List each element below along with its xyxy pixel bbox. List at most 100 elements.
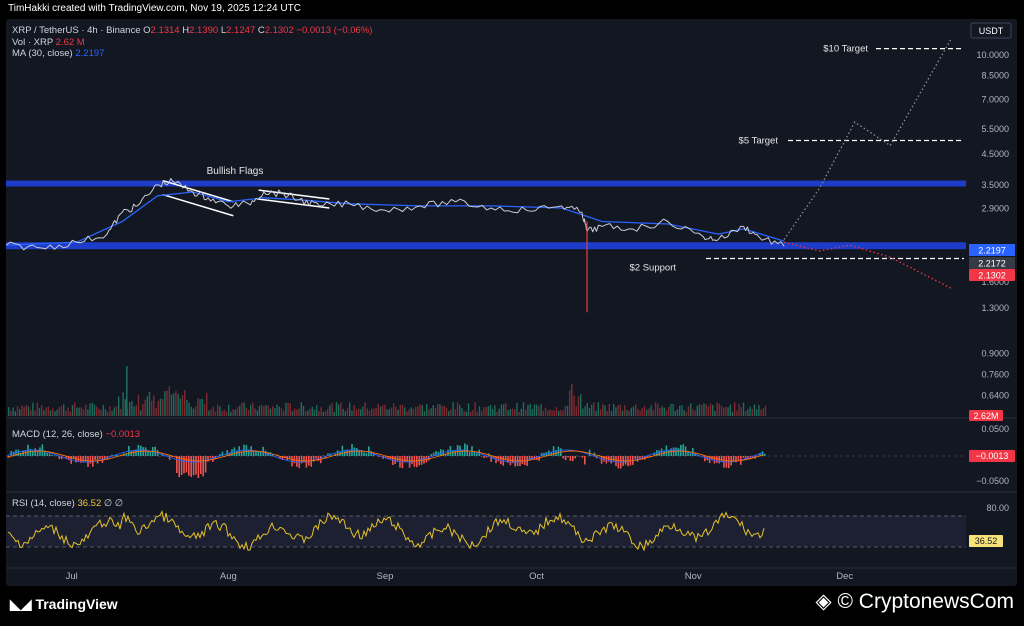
macd-histogram-bar [68, 456, 70, 461]
volume-bar [527, 404, 529, 416]
volume-bar [71, 405, 74, 416]
low-label: L [220, 25, 227, 36]
volume-bar [613, 403, 615, 416]
volume-bar [661, 406, 663, 416]
volume-bar [551, 410, 553, 416]
macd-histogram-bar [284, 456, 286, 458]
price-chart[interactable]: 10.0000 8.5000 7.0000 5.5000 4.5000 3.5000 2.9… [6, 19, 1017, 586]
volume-bar [69, 411, 71, 416]
volume-bar [760, 409, 762, 416]
volume-bar [562, 410, 564, 416]
macd-histogram-bar [228, 452, 231, 456]
macd-histogram-bar [540, 452, 543, 456]
cryptonews-wordmark: CryptonewsCom [858, 590, 1014, 613]
macd-histogram-bar [41, 444, 44, 456]
volume-bar [377, 403, 379, 416]
macd-histogram-bar [716, 456, 718, 464]
volume-bar [615, 407, 617, 416]
price-tick-label: 0.9000 [981, 348, 1009, 358]
symbol-name[interactable]: XRP / TetherUS · 4h · Binance [12, 25, 141, 36]
volume-bar [342, 408, 344, 416]
macd-histogram-bar [204, 456, 207, 473]
volume-bar [164, 391, 166, 416]
volume-bar [764, 405, 767, 416]
volume-bar [146, 396, 148, 416]
volume-bar [518, 411, 520, 416]
volume-bar [133, 406, 135, 416]
volume-bar [283, 410, 285, 416]
volume-bar [549, 409, 551, 416]
volume-bar [630, 407, 632, 416]
volume-bar [65, 410, 67, 416]
volume-bar [430, 408, 432, 416]
volume-bar [639, 410, 641, 416]
volume-bar [494, 405, 496, 416]
volume-bar [758, 405, 760, 416]
volume-legend[interactable]: Vol · XRP 2.62 M [12, 37, 85, 48]
macd-histogram-bar [612, 456, 615, 462]
ma-legend[interactable]: MA (30, close) 2.2197 [12, 48, 104, 59]
macd-axis-badge-text: −0.0013 [976, 451, 1009, 461]
macd-histogram-bar [104, 456, 106, 459]
volume-bar [195, 406, 197, 416]
macd-histogram-bar [454, 450, 456, 456]
volume-bar [459, 404, 461, 416]
macd-histogram-bar [269, 452, 272, 456]
currency-button-label[interactable]: USDT [979, 26, 1004, 36]
macd-histogram-bar [428, 456, 430, 461]
volume-bar [129, 402, 131, 416]
volume-bar [340, 402, 342, 416]
volume-bar [300, 402, 302, 416]
volume-bar [540, 404, 542, 416]
macd-histogram-bar [46, 452, 48, 456]
macd-histogram-bar [615, 456, 617, 467]
macd-histogram-bar [363, 452, 365, 456]
macd-histogram-bar [372, 453, 375, 456]
volume-bar [626, 409, 628, 416]
macd-histogram-bar [192, 456, 195, 476]
macd-histogram-bar [387, 456, 389, 459]
macd-histogram-bar [39, 447, 41, 456]
volume-bar [709, 403, 712, 416]
volume-bar [432, 405, 434, 416]
volume-bar [27, 406, 30, 416]
price-line [6, 177, 785, 251]
macd-histogram-bar [197, 456, 200, 478]
chart-panel[interactable]: 10.0000 8.5000 7.0000 5.5000 4.5000 3.5000 2.9… [6, 19, 1017, 586]
macd-histogram-bar [497, 456, 500, 462]
volume-bar [507, 410, 509, 416]
volume-bar [529, 403, 531, 416]
volume-bar [265, 404, 267, 416]
volume-bar [595, 411, 597, 416]
volume-bar [285, 402, 287, 416]
volume-bar [320, 407, 322, 416]
macd-histogram-bar [303, 456, 305, 463]
rsi-legend[interactable]: RSI (14, close) 36.52 ∅ ∅ [12, 498, 123, 509]
volume-bar [698, 404, 701, 416]
volume-bar [586, 402, 588, 416]
macd-histogram-bar [248, 450, 250, 456]
macd-histogram-bar [584, 456, 586, 465]
volume-bar [206, 392, 208, 416]
macd-histogram-bar [394, 456, 396, 465]
macd-histogram-bar [144, 447, 147, 456]
close-label: C [257, 25, 265, 36]
volume-bar [500, 404, 503, 416]
price-axis-badge-text: 2.2197 [978, 246, 1006, 256]
volume-bar [694, 410, 696, 416]
macd-histogram-bar [108, 456, 111, 457]
volume-bar [547, 410, 549, 416]
volume-bar [254, 408, 256, 416]
volume-bar [311, 406, 313, 416]
volume-bar [736, 410, 738, 416]
macd-histogram-bar [492, 456, 495, 459]
volume-bar [437, 404, 439, 416]
volume-bar [514, 409, 516, 416]
volume-bar [687, 406, 690, 416]
volume-bar [560, 410, 562, 416]
macd-legend[interactable]: MACD (12, 26, close) −0.0013 [12, 429, 140, 440]
volume-bar [272, 406, 274, 416]
volume-bar [624, 405, 626, 416]
volume-bar [329, 405, 331, 416]
